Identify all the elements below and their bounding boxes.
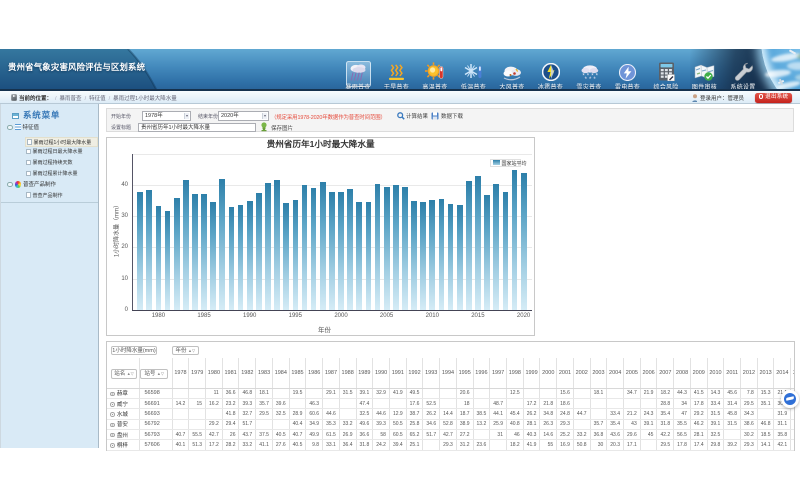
svg-text:*: *	[584, 77, 587, 81]
svg-text:*: *	[586, 73, 589, 79]
svg-text:*: *	[582, 73, 585, 79]
svg-text:*: *	[591, 73, 594, 79]
svg-text:*: *	[593, 77, 596, 81]
svg-text:*: *	[589, 77, 592, 81]
svg-text:*: *	[595, 73, 598, 79]
